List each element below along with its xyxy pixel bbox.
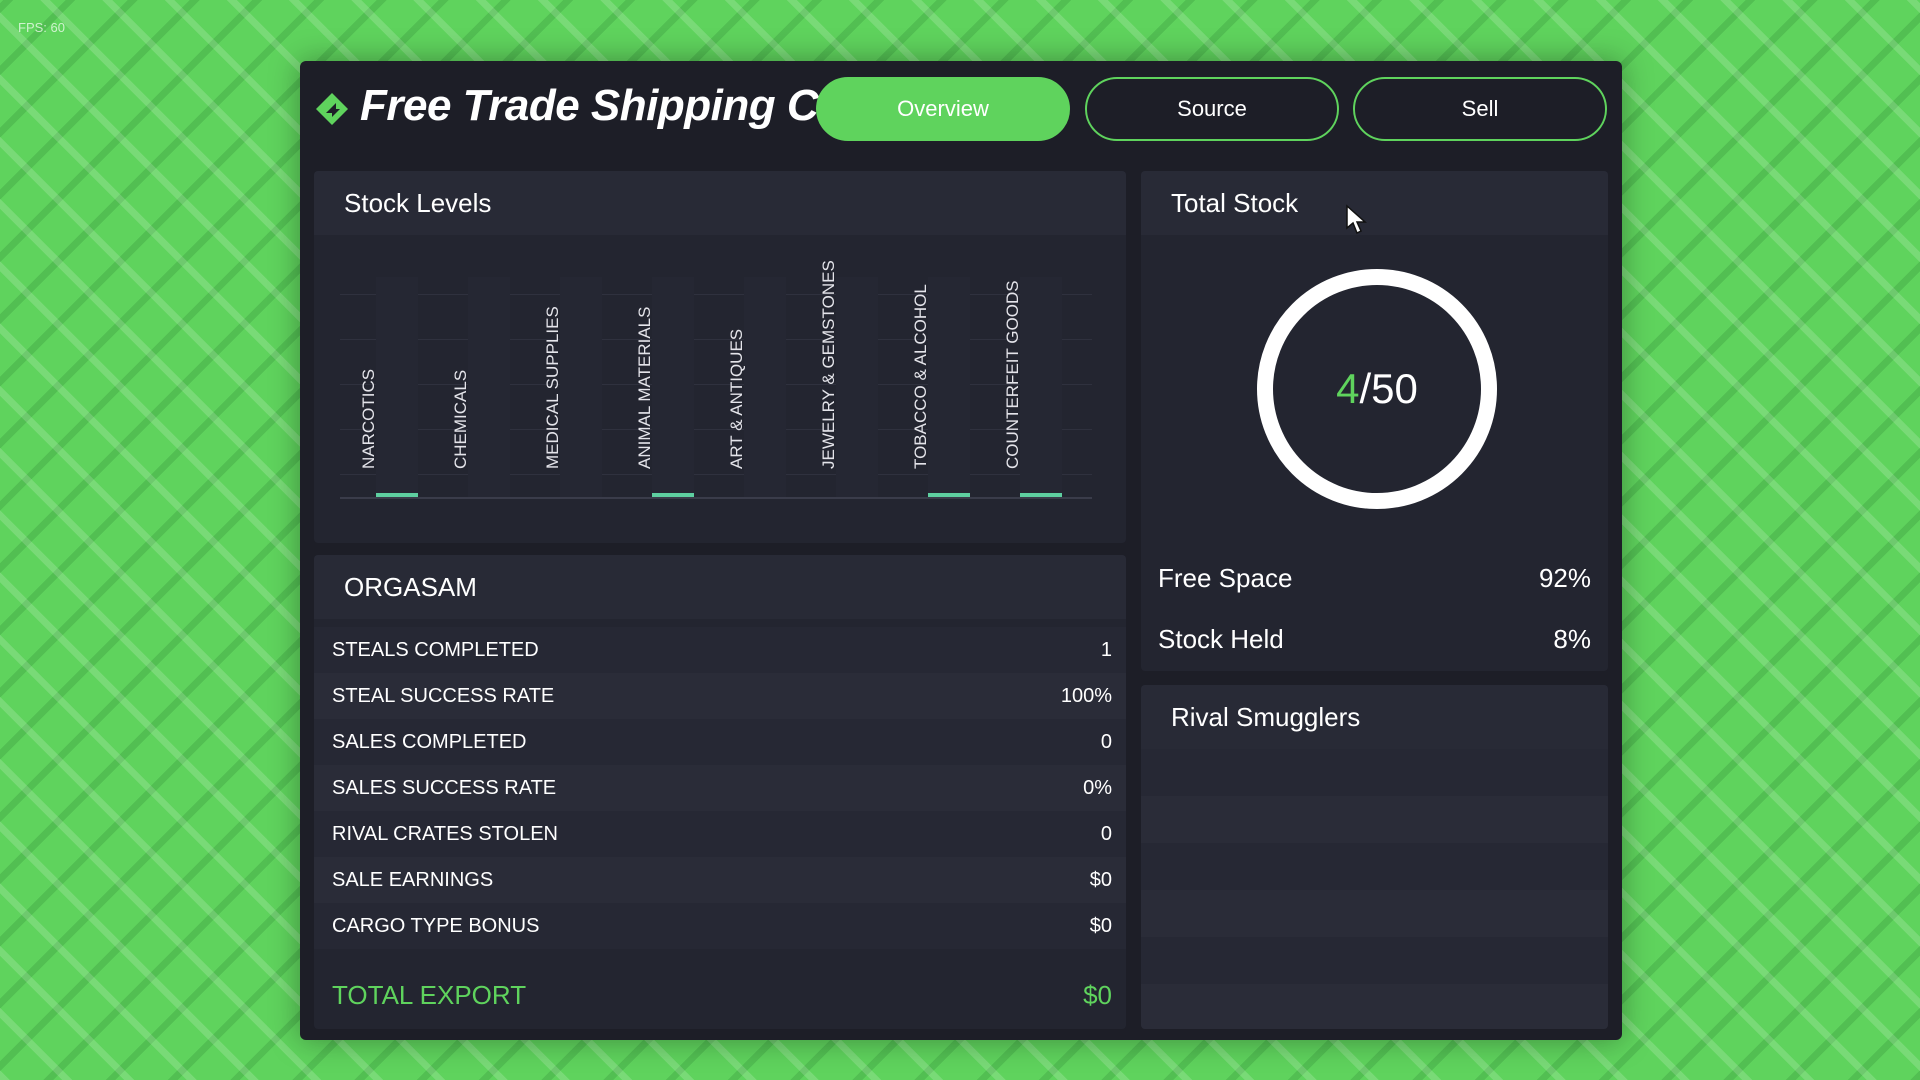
stock-bar: [652, 493, 694, 497]
stock-separator: /: [1359, 365, 1372, 412]
rival-smugglers-list: [1141, 749, 1608, 1029]
gridline: [340, 384, 1092, 385]
table-row: SALES COMPLETED 0: [314, 719, 1126, 765]
category-band: [744, 277, 786, 497]
total-export-label: TOTAL EXPORT: [332, 979, 527, 1010]
total-stock-panel: Total Stock 4/50 Free Space 92% Stock He…: [1141, 171, 1608, 671]
gridline: [340, 294, 1092, 295]
row-label: SALE EARNINGS: [332, 868, 494, 891]
gridline: [340, 474, 1092, 475]
category-band: [928, 277, 970, 497]
total-stock-title: Total Stock: [1141, 171, 1608, 235]
row-value: $0: [1089, 914, 1112, 937]
row-value: $0: [1089, 868, 1112, 891]
diamond-arrow-logo-icon: [316, 93, 348, 125]
row-value: 0: [1100, 730, 1112, 753]
stock-held-value: 8%: [1553, 624, 1591, 654]
list-item: [1141, 937, 1608, 984]
gridline: [340, 339, 1092, 340]
list-item: [1141, 890, 1608, 937]
stock-ring-gauge: 4/50: [1257, 269, 1497, 509]
free-space-row: Free Space 92%: [1158, 563, 1591, 594]
row-label: RIVAL CRATES STOLEN: [332, 822, 558, 845]
stock-held-label: Stock Held: [1158, 624, 1284, 654]
row-label: SALES SUCCESS RATE: [332, 776, 557, 799]
stock-held-row: Stock Held 8%: [1158, 624, 1591, 655]
table-row: SALES SUCCESS RATE 0%: [314, 765, 1126, 811]
category-band: [1020, 277, 1062, 497]
table-row: CARGO TYPE BONUS $0: [314, 903, 1126, 949]
org-stats-panel: ORGASAM STEALS COMPLETED 1 STEAL SUCCESS …: [314, 555, 1126, 1029]
row-label: STEAL SUCCESS RATE: [332, 684, 555, 707]
table-row: SALE EARNINGS $0: [314, 857, 1126, 903]
tab-overview[interactable]: Overview: [816, 77, 1070, 141]
gridline: [340, 429, 1092, 430]
row-label: CARGO TYPE BONUS: [332, 914, 540, 937]
category-band: [376, 277, 418, 497]
total-export-row: TOTAL EXPORT $0: [314, 961, 1126, 1029]
stock-capacity: 50: [1371, 365, 1418, 412]
category-label: COUNTERFEIT GOODS: [1003, 280, 1022, 469]
stock-current: 4: [1336, 365, 1360, 412]
category-label: MEDICAL SUPPLIES: [543, 306, 562, 469]
fps-counter: FPS: 60: [18, 20, 65, 35]
stock-levels-chart: NARCOTICS CHEMICALS MEDICAL SUPPLIES ANIMAL…: [340, 249, 1092, 499]
rival-smugglers-title: Rival Smugglers: [1141, 685, 1608, 749]
total-export-value: $0: [1083, 979, 1112, 1010]
list-item: [1141, 843, 1608, 890]
category-band: [560, 277, 602, 497]
category-band: [652, 277, 694, 497]
row-label: STEALS COMPLETED: [332, 638, 539, 661]
table-row: RIVAL CRATES STOLEN 0: [314, 811, 1126, 857]
app-window: Free Trade Shipping Co. Overview Source …: [300, 61, 1622, 1040]
org-title: ORGASAM: [314, 555, 1126, 619]
stock-bar: [376, 493, 418, 497]
table-row: STEAL SUCCESS RATE 100%: [314, 673, 1126, 719]
category-label: TOBACCO & ALCOHOL: [911, 284, 930, 469]
category-label: NARCOTICS: [359, 368, 378, 469]
tab-source[interactable]: Source: [1085, 77, 1339, 141]
row-value: 0: [1100, 822, 1112, 845]
stock-bar: [928, 493, 970, 497]
category-band: [468, 277, 510, 497]
free-space-label: Free Space: [1158, 563, 1293, 593]
category-label: JEWELRY & GEMSTONES: [819, 260, 838, 469]
stock-bar: [1020, 493, 1062, 497]
brand-title: Free Trade Shipping Co.: [360, 81, 857, 130]
tab-sell[interactable]: Sell: [1353, 77, 1607, 141]
list-item: [1141, 984, 1608, 1029]
rival-smugglers-panel: Rival Smugglers: [1141, 685, 1608, 1029]
list-item: [1141, 796, 1608, 843]
header: Free Trade Shipping Co. Overview Source …: [300, 61, 1622, 161]
list-item: [1141, 749, 1608, 796]
stock-levels-title: Stock Levels: [314, 171, 1126, 235]
row-value: 0%: [1083, 776, 1112, 799]
row-label: SALES COMPLETED: [332, 730, 527, 753]
free-space-value: 92%: [1538, 563, 1591, 593]
row-value: 100%: [1060, 684, 1112, 707]
row-value: 1: [1100, 638, 1112, 661]
category-band: [836, 277, 878, 497]
org-stats-table: STEALS COMPLETED 1 STEAL SUCCESS RATE 100%…: [314, 619, 1126, 949]
table-row: STEALS COMPLETED 1: [314, 627, 1126, 673]
category-label: CHEMICALS: [451, 369, 470, 469]
category-label: ART & ANTIQUES: [727, 328, 746, 469]
x-axis: [340, 497, 1092, 499]
stock-levels-panel: Stock Levels NARCOTICS CHEMICALS MEDICAL S…: [314, 171, 1126, 543]
category-label: ANIMAL MATERIALS: [635, 306, 654, 469]
mouse-pointer-icon: [1346, 204, 1367, 235]
